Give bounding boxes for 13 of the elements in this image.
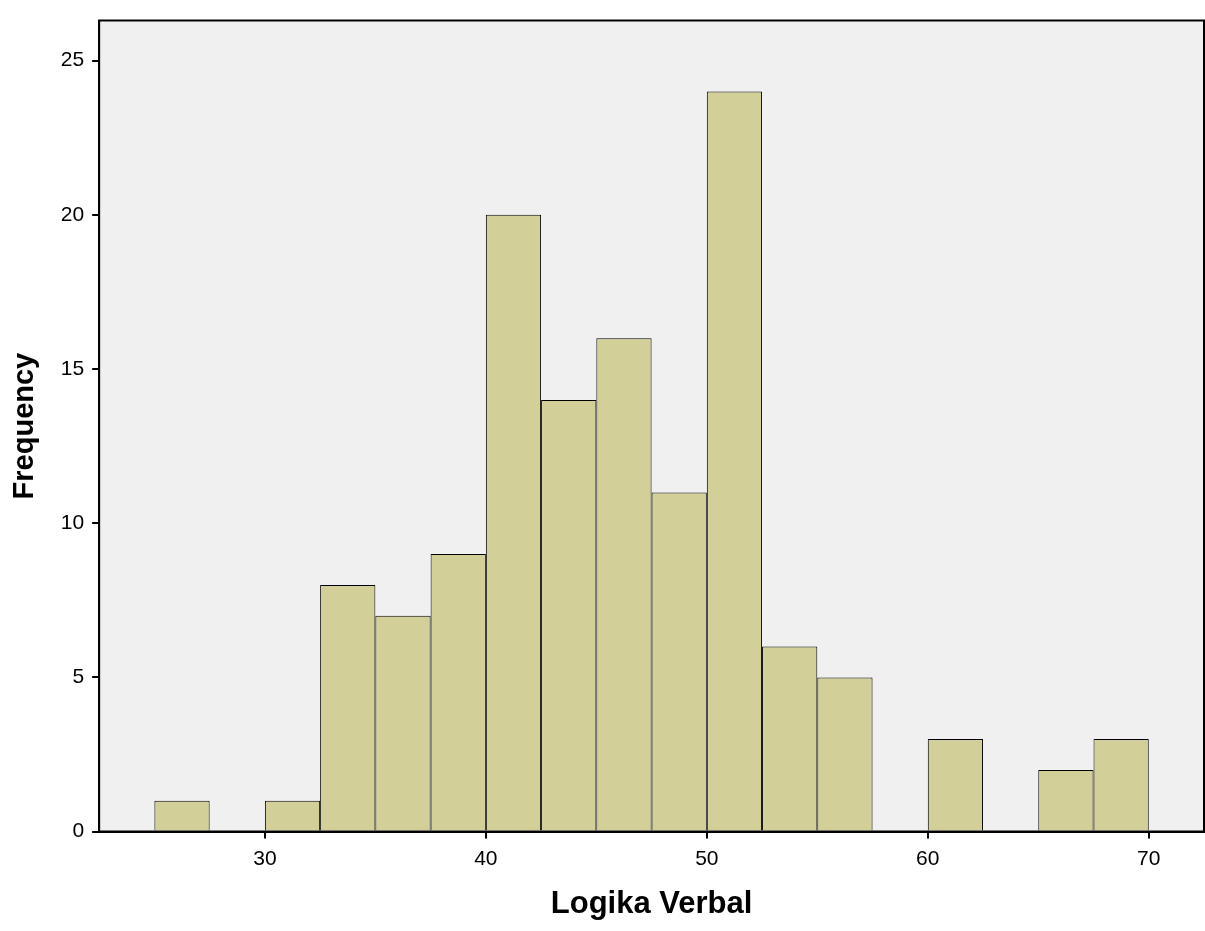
y-tick-label: 15: [60, 355, 85, 379]
x-tick-label: 40: [474, 846, 498, 869]
x-tick-label: 70: [1137, 846, 1161, 869]
y-tick-label: 20: [60, 201, 85, 225]
y-tick-label: 0: [72, 818, 85, 842]
y-tick-label: 10: [60, 510, 85, 534]
y-tick-label: 5: [72, 664, 85, 688]
x-tick-label: 30: [253, 846, 277, 869]
y-axis-title: Frequency: [7, 352, 40, 500]
x-axis-title: Logika Verbal: [550, 884, 753, 920]
x-tick-label: 50: [695, 846, 719, 869]
x-tick-label: 60: [916, 846, 940, 869]
y-tick-label: 25: [60, 47, 85, 71]
